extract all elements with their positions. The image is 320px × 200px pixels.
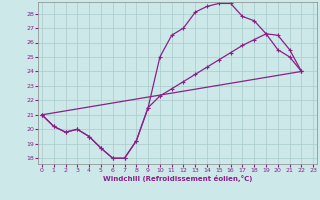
X-axis label: Windchill (Refroidissement éolien,°C): Windchill (Refroidissement éolien,°C) [103, 175, 252, 182]
